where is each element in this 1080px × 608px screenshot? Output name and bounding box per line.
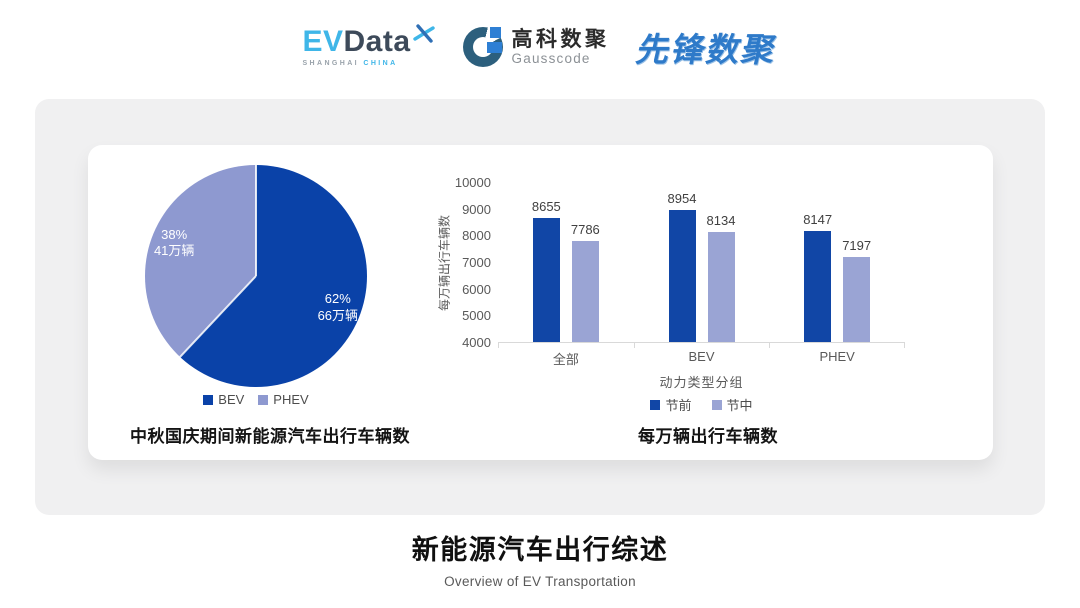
report-card: 62% 66万辆 38% 41万辆 BEV PHEV 中秋国庆期间新能源汽车出行车辆数 … [35,99,1045,515]
legend-swatch [258,394,269,405]
y-axis-tick-label: 10000 [454,175,491,190]
bar-value-label: 8954 [667,190,697,206]
evdata-data-text: Data [343,25,411,58]
gausscode-en-text: Gausscode [511,51,591,67]
bar-y-axis-ticks: 4000 5000 6000 7000 8000 9000 10000 [446,176,491,350]
footer: 新能源汽车出行综述 Overview of EV Transportation [0,528,1080,589]
legend-item: 节前 [650,395,692,414]
legend-swatch [711,399,722,410]
pie-chart: 62% 66万辆 38% 41万辆 [145,165,367,387]
header-logos: EV Data SHANGHAI CHINA 高科数聚 Gausscode 先锋… [0,14,1080,80]
y-axis-tick-label: 7000 [462,255,491,270]
y-axis-tick-label: 6000 [462,281,491,297]
bar-x-axis-categories: 全部 BEV PHEV [498,349,905,367]
bar-chart-plot: 8655 7786 8954 8134 8147 7197 [498,183,905,348]
bar [571,241,599,342]
legend-item: PHEV [258,392,309,407]
bar-value-label: 7786 [570,222,600,238]
gausscode-bar [486,42,502,53]
y-axis-tick-label: 9000 [462,201,491,217]
gausscode-square [489,27,501,38]
y-axis-tick-label: 4000 [462,335,491,350]
gausscode-wordmark: 高科数聚 Gausscode [512,28,610,66]
gausscode-cn-text: 高科数聚 [511,27,610,51]
x-category-label: 全部 [552,352,579,367]
bar-legend: 节前 节中 [498,395,905,414]
bar [668,209,696,342]
pie-legend: BEV PHEV [145,392,367,407]
pioneer-logo: 先锋数聚 [633,23,782,71]
bar-value-label: 8655 [531,198,561,214]
x-category-label: PHEV [819,349,855,364]
pie-slice-divider [179,275,257,358]
pie-slice-label: 62% 66万辆 [317,291,359,324]
evdata-subtitle-right: CHINA [363,60,398,67]
evdata-subtitle: SHANGHAI CHINA [302,60,434,67]
pie-chart-title: 中秋国庆期间新能源汽车出行车辆数 [130,427,410,446]
bar [532,217,560,342]
evdata-subtitle-left: SHANGHAI [302,60,364,67]
legend-label: 节前 [665,398,692,413]
evdata-logo: EV Data SHANGHAI CHINA [302,24,435,67]
bar [707,231,735,342]
page-title: 新能源汽车出行综述 [411,535,669,565]
bar-value-label: 7197 [842,237,872,253]
legend-item: BEV [203,392,244,407]
legend-swatch [203,394,214,405]
pie-slice-divider [255,165,257,276]
legend-item: 节中 [711,395,753,414]
x-axis-tick [498,343,499,348]
pie-slice-label: 38% 41万辆 [153,226,195,259]
y-axis-tick-label: 5000 [462,308,491,324]
evdata-ev-text: EV [302,25,344,58]
gausscode-g-icon [462,27,503,67]
bar [804,231,832,342]
bar-value-label: 8147 [803,212,833,228]
bar-x-axis-label: 动力类型分组 [659,375,744,390]
bar-chart-title: 每万辆出行车辆数 [638,427,778,446]
pioneer-text: 先锋数聚 [632,31,782,68]
x-axis-tick [769,343,771,348]
bar-value-label: 8134 [706,212,736,228]
legend-swatch [650,399,661,410]
evdata-wordmark: EV Data [302,24,435,58]
page-subtitle: Overview of EV Transportation [444,574,636,589]
evdata-star-icon [412,24,435,43]
x-axis-tick [904,343,905,348]
legend-label: PHEV [273,392,309,407]
legend-label: BEV [218,392,245,407]
bar [843,256,871,342]
charts-panel: 62% 66万辆 38% 41万辆 BEV PHEV 中秋国庆期间新能源汽车出行车辆数 … [88,145,993,460]
legend-label: 节中 [726,398,753,413]
y-axis-tick-label: 8000 [462,228,491,244]
x-axis-tick [633,343,635,348]
gausscode-logo: 高科数聚 Gausscode [462,27,610,67]
x-category-label: BEV [688,349,715,364]
